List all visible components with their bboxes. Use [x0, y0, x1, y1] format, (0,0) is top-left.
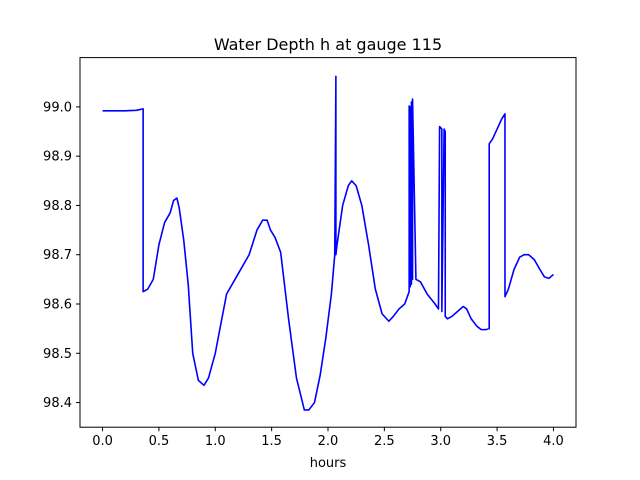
x-tick-label: 3.0	[430, 434, 451, 449]
x-tick-label: 4.0	[543, 434, 564, 449]
x-tick-label: 3.5	[487, 434, 508, 449]
x-tick-label: 0.0	[92, 434, 113, 449]
x-tick-label: 2.0	[318, 434, 339, 449]
y-tick-label: 98.5	[43, 347, 72, 362]
water-depth-series-line	[102, 75, 554, 411]
chart-title: Water Depth h at gauge 115	[214, 35, 442, 54]
x-tick-label: 0.5	[149, 434, 170, 449]
x-tick-label: 1.0	[205, 434, 226, 449]
y-tick-label: 98.4	[43, 396, 72, 411]
x-axis-label: hours	[310, 456, 347, 471]
x-tick-label: 2.5	[374, 434, 395, 449]
y-tick-label: 99.0	[43, 100, 72, 115]
y-tick-label: 98.6	[43, 298, 72, 313]
y-tick-label: 98.8	[43, 199, 72, 214]
y-axis: 98.4 98.5 98.6 98.7 98.8 98.9 99.0	[43, 100, 80, 411]
series-layer	[102, 75, 554, 411]
y-tick-label: 98.7	[43, 248, 72, 263]
x-axis: 0.0 0.5 1.0 1.5 2.0 2.5 3.0 3.5 4.0	[92, 427, 564, 449]
y-tick-label: 98.9	[43, 150, 72, 165]
x-tick-label: 1.5	[261, 434, 282, 449]
